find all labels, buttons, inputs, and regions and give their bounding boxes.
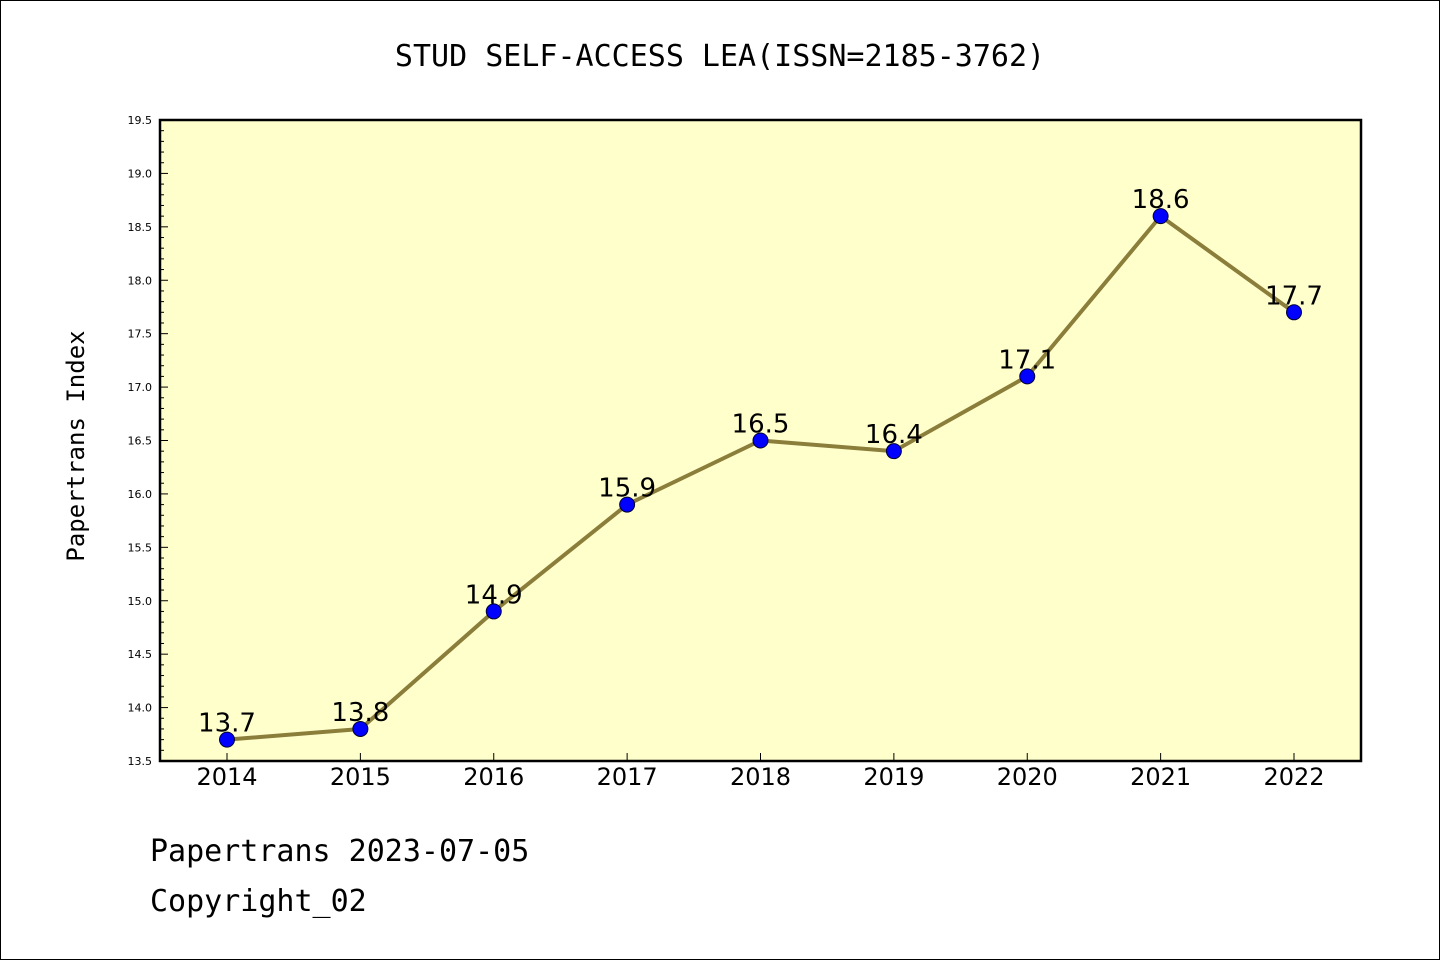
y-tick-label: 15.0 xyxy=(128,595,153,608)
x-tick-label: 2022 xyxy=(1263,763,1324,791)
footer-date: Papertrans 2023-07-05 xyxy=(150,834,530,869)
x-tick-label: 2016 xyxy=(463,763,524,791)
data-point xyxy=(752,432,769,449)
y-tick-label: 14.5 xyxy=(128,648,153,661)
x-tick-label: 2021 xyxy=(1130,763,1191,791)
chart-title: STUD SELF-ACCESS LEA(ISSN=2185-3762) xyxy=(395,39,1045,74)
plot-border xyxy=(158,118,1363,763)
y-tick-label: 13.5 xyxy=(128,755,153,768)
y-tick-label: 18.5 xyxy=(128,221,153,234)
data-point xyxy=(1152,208,1169,225)
y-tick-label: 18.0 xyxy=(128,274,153,287)
y-tick-label: 14.0 xyxy=(128,702,153,715)
data-point xyxy=(1286,304,1302,321)
x-tick-label: 2018 xyxy=(730,763,791,791)
y-tick-label: 15.5 xyxy=(128,541,153,554)
x-tick-label: 2015 xyxy=(330,763,391,791)
y-axis-label: Papertrans Index xyxy=(62,330,90,561)
y-tick-label: 16.5 xyxy=(128,435,153,448)
data-point xyxy=(619,496,636,513)
x-tick-label: 2019 xyxy=(863,763,924,791)
y-tick-label: 17.5 xyxy=(128,328,153,341)
y-tick-label: 19.5 xyxy=(128,114,153,127)
x-tick-label: 2020 xyxy=(997,763,1058,791)
y-tick-label: 16.0 xyxy=(128,488,153,501)
y-tick-label: 17.0 xyxy=(128,381,153,394)
data-point xyxy=(352,720,369,737)
series-layer: 13.7 13.814.915.916.5 16.417.118.617.7 xyxy=(198,185,1323,748)
data-point xyxy=(885,443,902,460)
footer-copyright: Copyright_02 xyxy=(150,884,367,919)
data-point xyxy=(219,731,235,748)
data-point xyxy=(485,603,502,620)
data-point xyxy=(1019,368,1036,385)
x-tick-label: 2014 xyxy=(196,763,257,791)
x-axis-ticks: 2014 2015 2016 2017 2018 2019 2020 2021 2022 xyxy=(196,753,1325,791)
y-axis-ticks: 13.5 14.0 14.5 15.0 15.5 16.0 16.5 17.0 17.5 18.0… xyxy=(128,114,168,768)
x-tick-label: 2017 xyxy=(597,763,658,791)
y-tick-label: 19.0 xyxy=(128,167,153,180)
